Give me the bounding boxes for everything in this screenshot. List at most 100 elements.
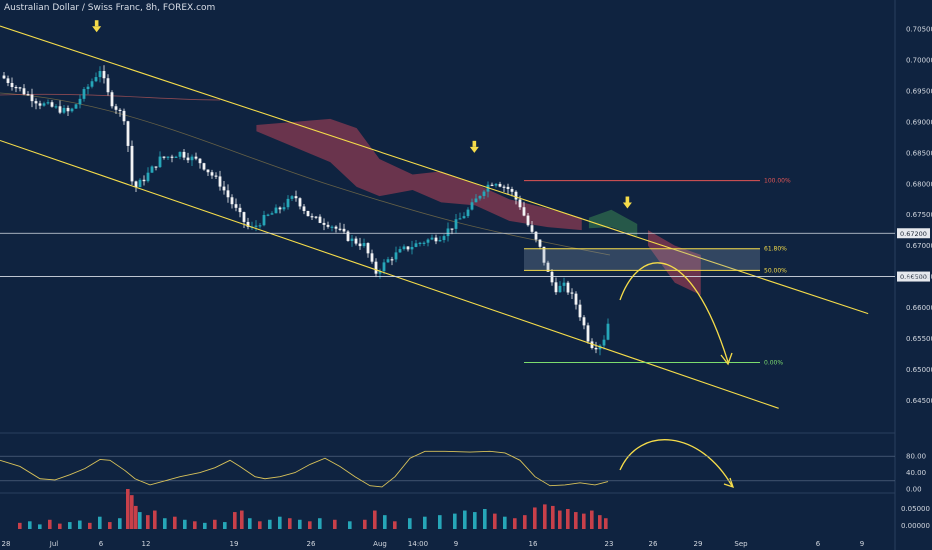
volume-bar (213, 519, 217, 529)
candle-body (438, 240, 442, 242)
candle-body (338, 228, 342, 230)
volume-bar (38, 524, 42, 529)
descending-channel (0, 25, 869, 409)
candle-body (498, 183, 502, 187)
volume-bar (574, 512, 578, 529)
volume-bar (173, 516, 177, 529)
candle-body (442, 236, 446, 241)
time-tick-label: 12 (142, 540, 151, 548)
volume-bar (134, 505, 138, 529)
candle-body (494, 183, 498, 186)
candle-body (382, 262, 386, 272)
price-tick-label: 0.64500 (906, 397, 932, 405)
candle-body (194, 156, 198, 159)
candle-body (566, 282, 570, 293)
candle-body (198, 158, 202, 164)
candle-body (526, 215, 530, 226)
time-tick-label: 6 (99, 540, 104, 548)
candle-body (190, 156, 194, 161)
candle-body (126, 121, 130, 146)
volume-bar (138, 512, 142, 529)
candle-body (182, 151, 186, 158)
volume-bar (513, 518, 517, 529)
volume-bar (183, 519, 187, 529)
volume-bar (318, 518, 322, 529)
candle-body (342, 228, 346, 232)
candle-body (242, 212, 246, 222)
price-tick-label: 0.66500 (906, 273, 932, 281)
volume-pane (18, 489, 608, 529)
candle-body (386, 259, 390, 263)
candle-body (130, 145, 134, 182)
price-tag (897, 271, 930, 282)
candle-body (318, 216, 322, 223)
time-tick-label: 14:00 (408, 540, 428, 548)
fib-label: 0.00% (764, 360, 783, 367)
time-tick-label: 6 (816, 540, 821, 548)
candle-body (98, 71, 102, 78)
volume-bar (423, 516, 427, 529)
candle-body (530, 225, 534, 232)
candle-body (38, 103, 42, 106)
volume-bar (153, 510, 157, 529)
volume-bar (98, 516, 102, 529)
candle-body (282, 207, 286, 210)
volume-bar (288, 518, 292, 529)
marker-stem (472, 140, 477, 147)
candle-body (330, 226, 334, 228)
arrowhead-icon (720, 352, 733, 366)
candle-body (350, 238, 354, 241)
volume-bar (523, 515, 527, 529)
candle-body (14, 87, 18, 89)
candle-body (10, 82, 14, 88)
candle-body (50, 102, 54, 107)
time-tick-label: 16 (529, 540, 538, 548)
volume-bar (203, 522, 207, 529)
volume-bar (333, 519, 337, 529)
candle-body (170, 156, 174, 158)
candle-body (178, 151, 182, 157)
marker-stem (94, 20, 99, 27)
candle-body (210, 172, 214, 176)
candle-body (346, 231, 350, 241)
projection-arc-price (619, 262, 729, 363)
candle-body (310, 216, 314, 218)
volume-bar (463, 510, 467, 529)
osc-tick-label: 80.00 (906, 453, 926, 461)
volume-bar (590, 510, 594, 529)
candle-body (66, 107, 70, 112)
candle-body (522, 207, 526, 216)
volume-bar (258, 521, 262, 529)
candle-body (322, 222, 326, 225)
channel-lower-line (0, 139, 779, 409)
time-tick-label: 28 (2, 540, 11, 548)
candle-body (142, 179, 146, 182)
time-tick-label: Sep (734, 540, 748, 548)
volume-bar (604, 518, 608, 529)
candle-body (78, 98, 82, 105)
volume-bar (438, 515, 442, 529)
candle-body (418, 242, 422, 245)
volume-bar (223, 522, 227, 529)
candle-body (262, 214, 266, 226)
volume-bar (146, 515, 150, 529)
volume-bar (193, 521, 197, 529)
candle-body (458, 218, 462, 220)
candle-body (518, 199, 522, 208)
volume-bar (248, 518, 252, 529)
candle-body (22, 88, 26, 95)
volume-bar (363, 519, 367, 529)
candle-body (466, 209, 470, 217)
candle-body (546, 262, 550, 272)
candle-body (562, 282, 566, 286)
volume-bar (493, 513, 497, 529)
candle-body (578, 304, 582, 318)
volume-bar (240, 510, 244, 529)
